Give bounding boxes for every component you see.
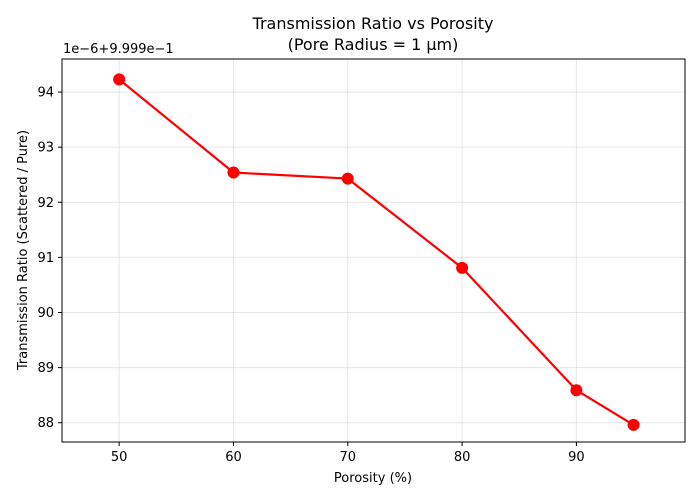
series-line bbox=[118, 78, 635, 427]
series-layer bbox=[113, 73, 640, 431]
y-tick-label: 88 bbox=[37, 416, 54, 431]
x-tick-label: 90 bbox=[568, 450, 585, 465]
x-tick-label: 60 bbox=[225, 450, 242, 465]
chart-title: Transmission Ratio vs Porosity bbox=[252, 14, 494, 33]
chart-subtitle: (Pore Radius = 1 μm) bbox=[288, 35, 459, 54]
grid-layer bbox=[62, 59, 685, 442]
x-tick-label: 50 bbox=[111, 450, 128, 465]
y-tick-label: 89 bbox=[37, 361, 54, 376]
y-tick-label: 91 bbox=[37, 251, 54, 266]
y-tick-label: 92 bbox=[37, 196, 54, 211]
data-point bbox=[341, 172, 354, 185]
axes-layer bbox=[61, 58, 686, 443]
y-ticks-layer: 88 89 90 91 92 93 94 bbox=[37, 86, 62, 431]
y-tick-label: 93 bbox=[37, 141, 54, 156]
plot-frame bbox=[61, 58, 686, 443]
y-tick-label: 90 bbox=[37, 306, 54, 321]
data-point bbox=[227, 166, 240, 179]
y-axis-label: Transmission Ratio (Scattered / Pure) bbox=[16, 130, 31, 371]
y-tick-label: 94 bbox=[37, 86, 54, 101]
data-point bbox=[627, 418, 640, 431]
y-offset-label: 1e−6+9.999e−1 bbox=[63, 42, 174, 57]
x-ticks-layer: 50 60 70 80 90 bbox=[111, 442, 585, 465]
x-tick-label: 80 bbox=[454, 450, 471, 465]
x-axis-label: Porosity (%) bbox=[334, 471, 412, 486]
data-point bbox=[456, 261, 469, 274]
data-point bbox=[113, 73, 126, 86]
data-point bbox=[570, 384, 583, 397]
x-tick-label: 70 bbox=[340, 450, 357, 465]
